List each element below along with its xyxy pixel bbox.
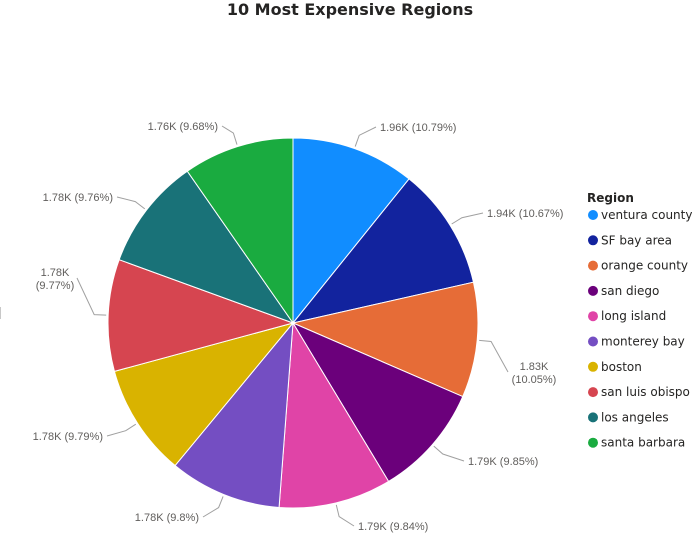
data-labels: 1.96K (10.79%) 1.94K (10.67%) 1.83K (10.05%… <box>33 121 564 533</box>
leader-line <box>116 196 146 210</box>
legend-marker <box>588 260 598 271</box>
data-label: 1.94K (10.67%) <box>487 208 563 220</box>
legend-label[interactable]: san diego <box>601 284 659 298</box>
pie-slice-ventura-county[interactable] <box>292 137 410 325</box>
pie-slice-sf-bay-area[interactable] <box>291 178 475 324</box>
legend-marker <box>588 412 598 423</box>
leader-line <box>451 212 484 225</box>
legend-marker <box>588 437 598 448</box>
data-label: 1.83K (10.05%) <box>512 361 557 386</box>
data-label: 1.76K (9.68%) <box>148 121 218 133</box>
legend-marker <box>588 235 598 246</box>
edge-marker <box>0 307 1 319</box>
legend-label[interactable]: santa barbara <box>601 436 685 450</box>
leader-line <box>479 339 509 373</box>
data-label: 1.79K (9.85%) <box>468 456 538 468</box>
legend-marker <box>588 311 598 322</box>
pie-slices <box>107 137 479 509</box>
legend-marker <box>588 285 598 296</box>
pie-slice-santa-barbara[interactable] <box>186 137 294 325</box>
pie-slice-los-angeles[interactable] <box>118 170 295 325</box>
pie-slice-san-diego[interactable] <box>291 321 464 483</box>
leader-line <box>76 277 107 316</box>
data-label: 1.78K (9.79%) <box>33 431 103 443</box>
legend-marker <box>588 336 598 347</box>
data-label: 1.96K (10.79%) <box>380 122 456 134</box>
leader-line <box>106 423 137 437</box>
leader-line <box>354 126 377 147</box>
pie-slice-monterey-bay[interactable] <box>174 321 294 509</box>
pie-slice-long-island[interactable] <box>278 321 390 509</box>
data-label: 1.78K (9.77%) <box>36 267 75 292</box>
legend-label[interactable]: ventura county <box>601 208 692 222</box>
legend: Region ventura county SF bay area orange c… <box>587 191 692 450</box>
pie-slice-san-luis-obispo[interactable] <box>107 259 295 372</box>
legend-marker <box>588 361 598 372</box>
data-label: 1.78K (9.76%) <box>43 192 113 204</box>
data-label: 1.79K (9.84%) <box>358 521 428 533</box>
pie-slice-orange-county[interactable] <box>291 281 479 398</box>
leader-line <box>433 445 465 462</box>
legend-marker <box>588 210 598 220</box>
legend-label[interactable]: SF bay area <box>601 233 672 247</box>
data-label: 1.78K (9.8%) <box>135 512 199 524</box>
legend-label[interactable]: long island <box>601 309 666 323</box>
legend-label[interactable]: boston <box>601 360 642 374</box>
legend-label[interactable]: orange county <box>601 259 688 273</box>
leader-line <box>202 496 224 518</box>
legend-label[interactable]: monterey bay <box>601 335 685 349</box>
chart-title: 10 Most Expensive Regions <box>227 0 473 19</box>
leader-line <box>335 504 355 527</box>
legend-title: Region <box>587 191 634 205</box>
pie-slice-boston[interactable] <box>113 322 295 467</box>
legend-items: ventura county SF bay area orange county sa… <box>588 208 692 450</box>
legend-label[interactable]: los angeles <box>601 410 669 424</box>
legend-marker <box>588 387 598 398</box>
leader-line <box>221 125 238 145</box>
legend-label[interactable]: san luis obispo <box>601 385 690 399</box>
